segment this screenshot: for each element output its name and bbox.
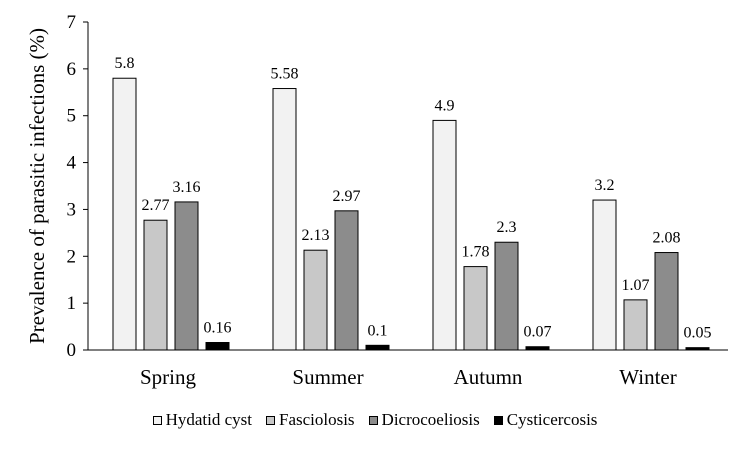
bar-dicrocoeliosis [654, 252, 679, 351]
y-axis-ticks: 0 1 2 3 4 5 6 7 [67, 12, 88, 361]
x-axis-ticks: Spring Summer Autumn Winter [140, 365, 677, 389]
bar-hydatid-cyst [112, 77, 137, 351]
data-label: 0.1 [368, 322, 388, 339]
bar-hydatid-cyst [272, 88, 297, 351]
legend-swatch [265, 415, 275, 425]
data-label: 2.08 [653, 230, 681, 247]
data-labels: 5.8 2.773.16 0.16 5.58 2.13 2.97 0.1 4.9 1.78 2.3… [115, 55, 712, 341]
legend-label: Dicrocoeliosis [381, 410, 480, 429]
data-label: 4.9 [435, 97, 455, 114]
y-axis-label: Prevalence of parasitic infections (%) [25, 28, 49, 344]
legend-item: Cysticercosis [493, 410, 598, 430]
legend-label: Cysticercosis [506, 410, 598, 429]
data-label: 3.16 [173, 179, 201, 196]
data-label: 1.78 [462, 244, 490, 261]
bar-cysticercosis [365, 344, 390, 351]
data-label: 5.8 [115, 55, 135, 72]
data-label: 5.58 [271, 66, 299, 83]
x-tick-label: Spring [140, 365, 197, 389]
y-tick-label: 6 [67, 59, 77, 80]
legend-swatch [368, 415, 378, 425]
x-tick-label: Autumn [454, 365, 523, 389]
bar-hydatid-cyst [592, 199, 617, 351]
x-tick-label: Summer [292, 365, 363, 389]
y-tick-label: 3 [67, 199, 77, 220]
data-label: 2.13 [302, 227, 330, 244]
data-label: 3.2 [595, 177, 615, 194]
y-tick-label: 4 [67, 153, 77, 174]
bar-fasciolosis [463, 266, 488, 351]
bar-series [112, 77, 710, 351]
legend: Hydatid cyst Fasciolosis Dicrocoeliosis Cys… [0, 410, 750, 430]
y-tick-label: 7 [67, 12, 77, 33]
y-tick-label: 0 [67, 340, 77, 361]
bar-cysticercosis [205, 342, 230, 351]
legend-item: Fasciolosis [265, 410, 355, 430]
data-label: 2.3 [497, 219, 517, 236]
bar-dicrocoeliosis [494, 241, 519, 351]
data-label: 1.07 [622, 277, 650, 294]
data-label: 2.97 [333, 188, 361, 205]
bar-hydatid-cyst [432, 119, 457, 351]
legend-item: Dicrocoeliosis [368, 410, 480, 430]
legend-label: Hydatid cyst [165, 410, 252, 429]
x-tick-label: Winter [619, 365, 676, 389]
data-label: 0.05 [684, 325, 712, 342]
y-tick-label: 2 [67, 246, 77, 267]
bar-fasciolosis [143, 219, 168, 351]
bar-fasciolosis [303, 249, 328, 351]
bar-fasciolosis [623, 299, 648, 351]
data-label: 0.16 [204, 320, 232, 337]
data-label: 0.07 [524, 324, 552, 341]
bar-dicrocoeliosis [174, 201, 199, 351]
y-tick-label: 5 [67, 106, 77, 127]
legend-swatch [152, 415, 162, 425]
y-tick-label: 1 [67, 293, 77, 314]
legend-item: Hydatid cyst [152, 410, 252, 430]
legend-label: Fasciolosis [278, 410, 355, 429]
bar-dicrocoeliosis [334, 210, 359, 351]
legend-swatch [493, 415, 503, 425]
data-label: 2.77 [142, 197, 170, 214]
